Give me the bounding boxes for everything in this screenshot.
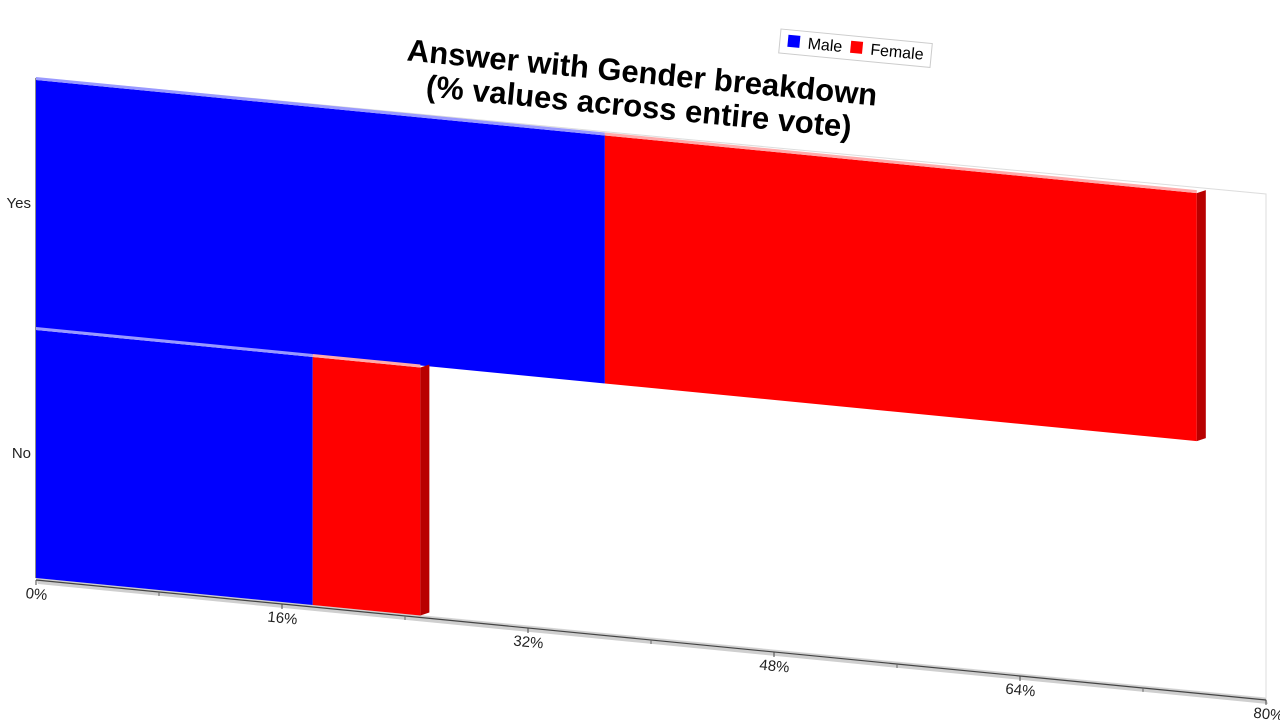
- x-tick-label: 64%: [1005, 681, 1037, 701]
- legend-swatch-female: [850, 40, 864, 54]
- x-tick-label: 32%: [513, 633, 545, 653]
- x-tick-label: 0%: [25, 585, 48, 604]
- bar-end-yes: [1196, 190, 1206, 442]
- bar-no-female: [312, 356, 421, 616]
- x-tick-label: 16%: [267, 609, 299, 629]
- bar-yes-male: [36, 80, 605, 384]
- bar-top-no-female: [312, 353, 421, 368]
- bar-top-no-male: [36, 327, 313, 357]
- bars: [36, 77, 1206, 616]
- bar-yes-female: [604, 135, 1197, 442]
- y-axis-labels: Yes No: [7, 195, 31, 462]
- x-tick-label: 80%: [1253, 705, 1280, 720]
- x-axis-ticks: 0% 16% 32% 48% 64% 80%: [25, 580, 1280, 720]
- legend-label-male: Male: [807, 36, 843, 56]
- legend: Male Female: [778, 28, 933, 69]
- legend-label-female: Female: [870, 42, 925, 64]
- bar-top-yes-female: [604, 132, 1197, 194]
- x-tick-label: 48%: [759, 657, 791, 677]
- bar-end-no: [420, 364, 430, 616]
- legend-swatch-male: [787, 34, 801, 48]
- bar-no-male: [36, 330, 313, 605]
- bar-top-yes-male: [36, 77, 605, 136]
- y-label-no: No: [12, 445, 31, 462]
- y-label-yes: Yes: [7, 195, 31, 212]
